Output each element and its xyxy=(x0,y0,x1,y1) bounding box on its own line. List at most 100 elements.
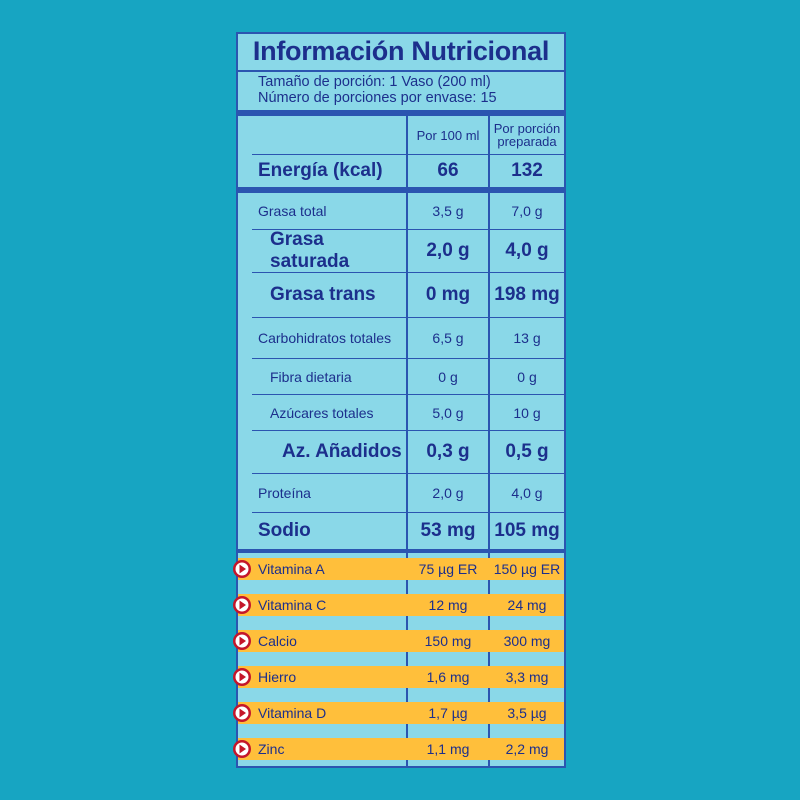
red-arrow-icon xyxy=(233,632,251,650)
energy-per-100: 66 xyxy=(437,160,459,181)
nutrient-per-portion: 198 mg xyxy=(494,284,560,305)
thick-divider xyxy=(238,549,564,553)
serving-size: Tamaño de porción: 1 Vaso (200 ml) xyxy=(258,74,491,90)
vitamin-per-100: 1,7 µg xyxy=(428,705,468,721)
vitamin-per-portion: 3,3 mg xyxy=(505,669,549,685)
nutrient-row: Carbohidratos totales 6,5 g 13 g xyxy=(238,318,564,358)
nutrient-label: Azúcares totales xyxy=(270,404,374,421)
nutrition-facts-panel: Información Nutricional Tamaño de porció… xyxy=(233,32,566,768)
vitamin-per-100: 12 mg xyxy=(428,597,468,613)
nutrient-label: Grasa trans xyxy=(270,284,376,305)
nutrient-per-100: 3,5 g xyxy=(432,203,464,219)
col-header-per-portion-line1: Por porción xyxy=(493,121,561,136)
vitamin-per-portion: 2,2 mg xyxy=(505,741,549,757)
energy-label: Energía (kcal) xyxy=(258,160,383,181)
vitamin-label: Zinc xyxy=(258,741,285,757)
row-divider xyxy=(252,430,564,431)
nutrient-per-portion: 0,5 g xyxy=(505,441,549,462)
vitamin-per-100: 150 mg xyxy=(424,633,472,649)
col-header-per-portion-line2: preparada xyxy=(497,134,557,149)
nutrient-row: Az. Añadidos 0,3 g 0,5 g xyxy=(238,431,564,473)
nutrient-per-100: 0 g xyxy=(438,368,458,385)
panel-title: Información Nutricional xyxy=(252,36,550,66)
nutrient-per-portion: 13 g xyxy=(513,330,541,346)
vitamin-label: Vitamina A xyxy=(258,561,325,577)
nutrient-per-100: 2,0 g xyxy=(426,240,470,261)
vitamin-row: Vitamina C 12 mg 24 mg xyxy=(233,594,564,616)
column-separator xyxy=(488,116,490,766)
row-divider xyxy=(252,394,564,395)
vitamin-per-100: 75 µg ER xyxy=(418,561,478,577)
nutrient-row: Fibra dietaria 0 g 0 g xyxy=(238,359,564,394)
vitamin-highlight-bar xyxy=(238,738,564,760)
thick-divider xyxy=(238,110,564,116)
nutrient-per-portion: 105 mg xyxy=(494,520,560,541)
nutrient-per-portion: 4,0 g xyxy=(511,485,543,501)
row-divider xyxy=(252,229,564,230)
nutrient-label: Carbohidratos totales xyxy=(258,330,392,346)
row-divider xyxy=(252,272,564,273)
servings-per-container: Número de porciones por envase: 15 xyxy=(258,90,497,106)
nutrient-per-portion: 7,0 g xyxy=(511,203,543,219)
nutrient-per-100: 2,0 g xyxy=(432,485,464,501)
red-arrow-icon xyxy=(233,560,251,578)
row-divider xyxy=(252,154,564,155)
nutrient-per-100: 0,3 g xyxy=(426,441,470,462)
thick-divider xyxy=(238,187,564,193)
energy-row: Energía (kcal) 66 132 xyxy=(238,155,564,187)
row-divider xyxy=(252,358,564,359)
vitamin-highlight-bar xyxy=(238,594,564,616)
col-header-per-portion: Por porción preparada xyxy=(490,116,564,154)
vitamin-per-portion: 24 mg xyxy=(507,597,547,613)
red-arrow-icon xyxy=(233,740,251,758)
red-arrow-icon xyxy=(233,668,251,686)
vitamin-row: Vitamina A 75 µg ER 150 µg ER xyxy=(233,558,564,580)
vitamin-highlight-bar xyxy=(238,666,564,688)
nutrient-per-100: 0 mg xyxy=(425,284,471,305)
row-divider xyxy=(252,317,564,318)
red-arrow-icon xyxy=(233,704,251,722)
column-separator xyxy=(406,116,408,766)
vitamin-per-100: 1,1 mg xyxy=(426,741,470,757)
vitamin-row: Vitamina D 1,7 µg 3,5 µg xyxy=(233,702,564,724)
vitamin-label: Vitamina D xyxy=(258,705,327,721)
nutrient-per-100: 6,5 g xyxy=(432,330,464,346)
vitamin-per-portion: 150 µg ER xyxy=(493,561,561,577)
nutrient-label: Sodio xyxy=(258,520,311,541)
nutrient-row: Azúcares totales 5,0 g 10 g xyxy=(238,395,564,430)
row-divider xyxy=(252,512,564,513)
nutrient-per-portion: 4,0 g xyxy=(505,240,549,261)
nutrient-row: Sodio 53 mg 105 mg xyxy=(238,513,564,549)
vitamin-highlight-bar xyxy=(238,630,564,652)
nutrient-label: Proteína xyxy=(258,485,311,501)
vitamin-row: Calcio 150 mg 300 mg xyxy=(233,630,564,652)
red-arrow-icon xyxy=(233,596,251,614)
col-header-per-100: Por 100 ml xyxy=(416,127,480,143)
nutrient-label: Grasa total xyxy=(258,203,327,219)
vitamin-row: Hierro 1,6 mg 3,3 mg xyxy=(233,666,564,688)
row-divider xyxy=(252,473,564,474)
vitamin-row: Zinc 1,1 mg 2,2 mg xyxy=(233,738,564,760)
energy-per-portion: 132 xyxy=(511,160,543,181)
divider xyxy=(238,70,564,72)
nutrient-per-100: 5,0 g xyxy=(432,404,464,421)
vitamin-per-portion: 300 mg xyxy=(503,633,551,649)
nutrient-label: Grasa saturada xyxy=(270,229,350,272)
vitamin-highlight-bar xyxy=(238,702,564,724)
vitamin-label: Hierro xyxy=(258,669,297,685)
nutrient-row: Grasa saturada 2,0 g 4,0 g xyxy=(238,229,564,272)
nutrient-row: Grasa trans 0 mg 198 mg xyxy=(238,273,564,317)
vitamin-highlight-bar xyxy=(238,558,564,580)
nutrient-row: Proteína 2,0 g 4,0 g xyxy=(238,474,564,512)
vitamin-per-100: 1,6 mg xyxy=(426,669,470,685)
nutrient-per-100: 53 mg xyxy=(420,520,476,541)
nutrient-per-portion: 10 g xyxy=(513,404,541,421)
nutrient-row: Grasa total 3,5 g 7,0 g xyxy=(238,193,564,229)
vitamin-label: Calcio xyxy=(258,633,297,649)
nutrient-label: Fibra dietaria xyxy=(270,368,352,385)
vitamin-label: Vitamina C xyxy=(258,597,327,613)
nutrient-per-portion: 0 g xyxy=(517,368,537,385)
nutrient-label: Az. Añadidos xyxy=(282,441,402,462)
vitamin-per-portion: 3,5 µg xyxy=(507,705,547,721)
column-header-row: Por 100 ml Por porción preparada xyxy=(238,116,564,154)
